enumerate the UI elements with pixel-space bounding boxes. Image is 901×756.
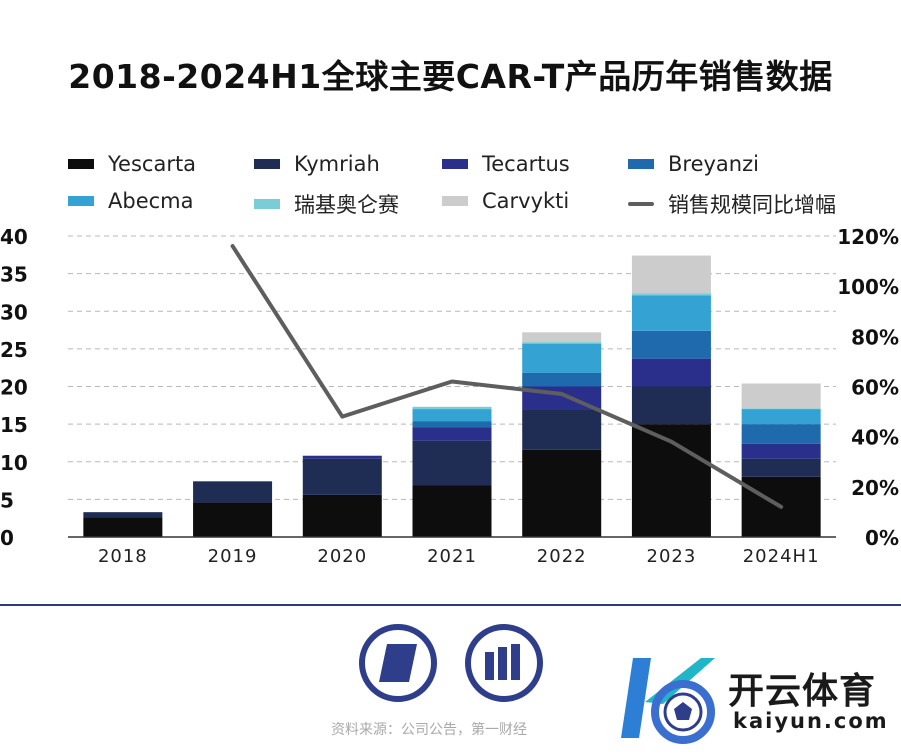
y2-tick-label: 60% [851, 376, 899, 400]
y-tick-label: 0 [0, 526, 14, 550]
legend-item-ruijiaolunsai: 瑞基奥仑赛 [254, 189, 399, 219]
legend-swatch [442, 159, 468, 169]
legend-label: Abecma [108, 189, 194, 213]
kaiyun-logo-icon [621, 658, 715, 744]
y2-tick-label: 0% [865, 526, 899, 550]
bar-segment [741, 458, 821, 477]
building-logo-icon [465, 624, 543, 702]
footer-divider [0, 604, 901, 606]
legend-item-yescarta: Yescarta [68, 152, 196, 176]
growth-rate-line [230, 244, 784, 509]
legend-swatch [68, 196, 94, 206]
x-tick-label: 2020 [317, 546, 367, 567]
legend-label: 销售规模同比增幅 [668, 193, 836, 217]
bar-segment [631, 295, 711, 331]
bar-segment [522, 372, 602, 387]
chart-legend: Yescarta Kymriah Tecartus Breyanzi Abecm… [0, 0, 901, 230]
legend-item-carvykti: Carvykti [442, 189, 569, 213]
stacked-bar-chart: 0 5 10 15 20 25 30 35 40 0% 20% 40% 60% 80% 100% 120% 20… [0, 225, 899, 567]
parallelogram-logo-icon [359, 624, 437, 702]
bar-segment [522, 343, 602, 373]
bar-segment [522, 409, 602, 450]
y-tick-label: 40 [0, 225, 28, 249]
y2-tick-label: 100% [837, 275, 899, 299]
bar-segment [83, 512, 163, 518]
bar-segment [193, 481, 273, 503]
bar-segment [522, 332, 602, 343]
legend-item-growth-line: 销售规模同比增幅 [628, 189, 836, 219]
watermark-brand: 开云体育 [728, 671, 877, 712]
x-tick-label: 2022 [537, 546, 587, 567]
bar-segment [412, 409, 492, 422]
x-tick-label: 2024H1 [743, 546, 820, 567]
legend-item-tecartus: Tecartus [442, 152, 570, 176]
bar-segment [302, 455, 382, 459]
watermark-url: kaiyun.com [733, 709, 889, 733]
legend-item-abecma: Abecma [68, 189, 194, 213]
bar-segment [522, 449, 602, 537]
legend-item-kymriah: Kymriah [254, 152, 380, 176]
legend-swatch [254, 159, 280, 169]
bar-segment [412, 421, 492, 428]
y-tick-label: 5 [0, 488, 14, 512]
bar-segment [412, 485, 492, 537]
bar-segment [83, 517, 163, 537]
bar-segment [193, 502, 273, 537]
legend-label: 瑞基奥仑赛 [294, 193, 399, 217]
x-tick-label: 2019 [208, 546, 258, 567]
bar-segment [631, 330, 711, 359]
y-tick-label: 30 [0, 300, 28, 324]
bar-segment [412, 427, 492, 441]
bar-segment [631, 358, 711, 387]
bar-segment [741, 383, 821, 409]
legend-line-swatch [628, 202, 654, 206]
bar-segment [302, 494, 382, 537]
data-source-note: 资料来源：公司公告，第一财经 [331, 722, 527, 738]
y-tick-label: 15 [0, 413, 28, 437]
legend-label: Carvykti [482, 189, 570, 213]
x-tick-label: 2018 [98, 546, 148, 567]
legend-swatch [442, 196, 468, 206]
legend-label: Tecartus [482, 152, 570, 176]
bar-segment [412, 440, 492, 486]
legend-swatch [254, 199, 280, 209]
bar-segment [741, 443, 821, 459]
y-tick-label: 10 [0, 451, 28, 475]
y2-tick-label: 20% [851, 476, 899, 500]
legend-swatch [68, 159, 94, 169]
bar-segment [631, 293, 711, 296]
legend-swatch [628, 159, 654, 169]
y-tick-label: 35 [0, 263, 28, 287]
x-tick-label: 2023 [647, 546, 697, 567]
legend-label: Yescarta [108, 152, 197, 176]
y2-tick-label: 40% [851, 426, 899, 450]
bar-segment [741, 424, 821, 444]
bar-segment [412, 406, 492, 410]
bar-segment [631, 386, 711, 425]
chart-title: 2018-2024H1全球主要CAR-T产品历年销售数据 [68, 57, 833, 96]
legend-label: Breyanzi [668, 152, 759, 176]
bar-segment [302, 458, 382, 495]
y-tick-label: 20 [0, 376, 28, 400]
x-tick-label: 2021 [427, 546, 477, 567]
bar-segment [741, 409, 821, 425]
bar-segment [631, 255, 711, 294]
legend-item-breyanzi: Breyanzi [628, 152, 759, 176]
bar-segment [522, 342, 602, 344]
legend-label: Kymriah [294, 152, 380, 176]
bar-segment [741, 408, 821, 410]
y2-tick-label: 120% [837, 225, 899, 249]
y-tick-label: 25 [0, 338, 28, 362]
y2-tick-label: 80% [851, 325, 899, 349]
